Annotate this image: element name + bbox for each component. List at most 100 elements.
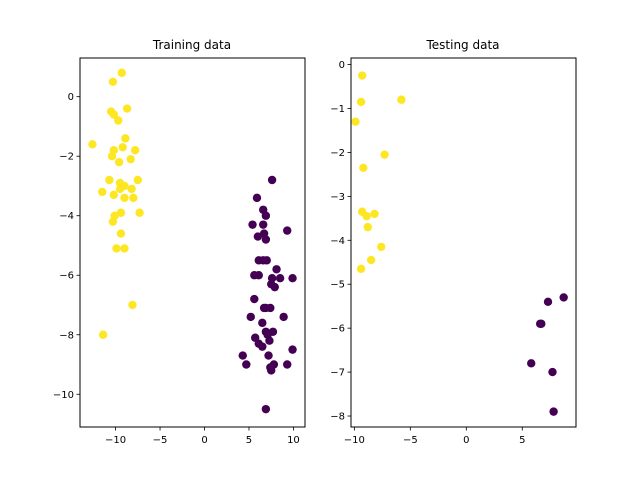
training-data-axes-frame	[79, 57, 306, 428]
training-data-point-class-0	[117, 68, 126, 78]
training-data-point-class-1	[262, 256, 271, 265]
training-data-point-class-0	[109, 110, 118, 119]
testing-data-y-tick-label: −3	[330, 192, 345, 203]
testing-data-point-class-1	[559, 293, 568, 302]
training-data-point-class-1	[261, 235, 271, 244]
testing-data-y-tick-label: −6	[330, 324, 345, 335]
testing-data-y-tick-label: 0	[339, 60, 345, 71]
training-data-point-class-0	[135, 208, 144, 217]
training-data-x-tick-label: 0	[201, 435, 207, 446]
training-data-x-tick-label: −10	[105, 435, 126, 446]
training-data-point-class-1	[272, 265, 281, 274]
testing-data-x-tick-label: −10	[344, 435, 365, 446]
training-data-point-class-0	[109, 190, 118, 200]
training-data-point-class-1	[266, 303, 275, 313]
training-data-point-class-1	[242, 360, 251, 369]
training-data-point-class-1	[258, 342, 267, 351]
training-data-point-class-0	[121, 134, 130, 143]
testing-data-ticks: −10 −5 0 5 0 −1 −2 −3 −4 −5 −6 −7 −8	[330, 60, 525, 446]
testing-data-y-tick-label: −8	[330, 412, 345, 423]
training-data-point-class-1	[250, 294, 259, 304]
testing-data-point-class-0	[366, 255, 376, 265]
training-data-point-class-0	[133, 175, 143, 185]
training-data-point-class-0	[114, 116, 123, 125]
training-data-panel: Training data −10 −5 0 5 10 0 −2 −4 −6 −8 −10	[53, 38, 306, 446]
training-data-x-tick-label: −5	[153, 435, 168, 446]
training-data-point-class-0	[98, 330, 108, 339]
testing-data-point-class-0	[351, 117, 360, 126]
training-data-point-class-0	[98, 187, 107, 197]
training-data-point-class-0	[120, 244, 129, 253]
training-data-point-class-1	[288, 274, 297, 283]
training-data-point-class-1	[270, 282, 279, 292]
training-data-point-class-1	[252, 193, 262, 203]
training-data-point-class-0	[129, 193, 138, 203]
testing-data-point-class-0	[397, 95, 406, 104]
testing-data-point-class-0	[357, 71, 367, 80]
training-data-y-tick-label: −8	[59, 330, 74, 341]
training-data-point-class-0	[130, 146, 140, 155]
testing-data-point-class-0	[377, 242, 386, 252]
testing-data-x-tick-label: 5	[519, 435, 525, 446]
training-data-point-class-0	[122, 104, 132, 113]
testing-data-y-tick-label: −7	[330, 368, 345, 379]
training-data-point-class-1	[265, 336, 274, 345]
training-data-x-tick-label: 10	[287, 435, 300, 446]
training-data-point-class-0	[88, 140, 97, 149]
testing-data-title: Testing data	[425, 38, 499, 52]
training-data-ticks: −10 −5 0 5 10 0 −2 −4 −6 −8 −10	[53, 92, 300, 446]
training-data-point-class-0	[107, 152, 117, 161]
testing-data-point-class-1	[527, 359, 536, 368]
training-data-y-tick-label: −2	[59, 152, 74, 163]
training-data-title: Training data	[152, 38, 231, 52]
testing-data-point-class-0	[362, 211, 371, 221]
training-data-point-class-1	[283, 360, 292, 369]
testing-data-point-class-0	[356, 264, 366, 274]
training-data-point-class-0	[108, 77, 118, 87]
testing-data-point-class-0	[370, 209, 379, 219]
testing-data-point-class-0	[380, 150, 389, 159]
training-data-y-tick-label: −6	[59, 271, 74, 282]
training-data-point-class-0	[116, 229, 126, 238]
testing-data-point-class-0	[356, 97, 366, 107]
testing-data-point-class-1	[535, 319, 545, 328]
training-data-point-class-1	[275, 274, 285, 283]
training-data-point-class-1	[279, 312, 288, 322]
training-data-point-class-0	[118, 143, 127, 152]
training-data-y-tick-label: 0	[68, 92, 74, 103]
training-data-x-tick-label: 5	[246, 435, 252, 446]
training-data-point-class-1	[261, 404, 271, 414]
training-data-point-class-1	[267, 175, 277, 185]
testing-data-axes-frame	[350, 57, 577, 428]
training-data-point-class-1	[267, 366, 276, 375]
testing-data-point-class-0	[359, 163, 368, 173]
training-data-point-class-1	[238, 351, 247, 360]
training-data-point-class-0	[112, 244, 121, 253]
training-data-point-class-1	[283, 226, 292, 235]
training-data-point-class-0	[116, 208, 126, 217]
training-data-y-tick-label: −4	[59, 211, 74, 222]
training-data-point-class-0	[114, 157, 124, 167]
training-data-point-class-1	[264, 351, 273, 360]
training-data-point-class-0	[105, 175, 114, 185]
testing-data-y-tick-label: −5	[330, 280, 345, 291]
testing-data-x-tick-label: 0	[463, 435, 469, 446]
testing-data-point-class-0	[363, 222, 372, 232]
testing-data-point-class-1	[543, 297, 553, 307]
training-data-point-class-0	[108, 217, 118, 226]
training-data-point-class-1	[253, 232, 263, 241]
training-data-point-class-1	[288, 345, 297, 354]
training-data-point-class-1	[261, 211, 271, 220]
training-data-point-class-1	[259, 220, 268, 229]
training-data-point-class-1	[248, 220, 257, 229]
training-data-point-class-1	[258, 318, 267, 328]
testing-data-point-class-1	[549, 407, 558, 416]
training-data-point-class-1	[254, 271, 263, 280]
testing-data-x-tick-label: −5	[403, 435, 418, 446]
training-data-point-class-0	[126, 154, 135, 164]
training-data-point-class-0	[120, 193, 129, 203]
training-data-point-class-1	[246, 312, 255, 322]
training-data-y-tick-label: −10	[53, 390, 74, 401]
